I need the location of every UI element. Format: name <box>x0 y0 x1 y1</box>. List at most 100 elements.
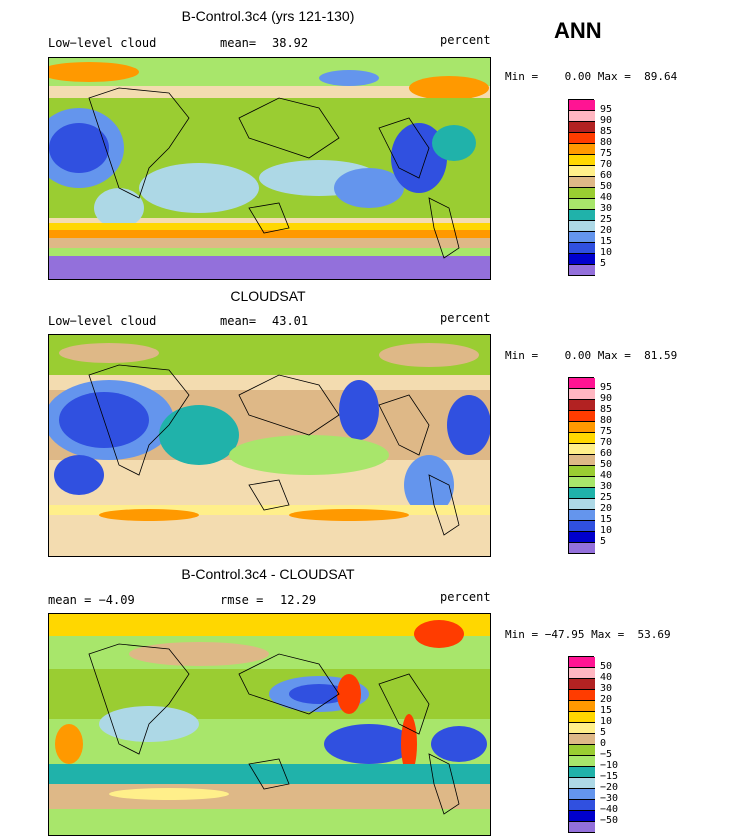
colorbar-level-label: 40 <box>600 470 613 481</box>
colorbar-level-label: 80 <box>600 137 613 148</box>
colorbar-level-label: 60 <box>600 170 613 181</box>
panel-3-colorbar-labels: 50 40 30 20 15 10 5 0 −5 −10 −15 −20 −30… <box>600 661 618 826</box>
colorbar-level-label: 60 <box>600 448 613 459</box>
panel-3-colorbar-swatch <box>569 668 595 679</box>
panel-1-colorbar-swatch <box>569 100 595 111</box>
panel-3-colorbar-swatch <box>569 822 595 833</box>
panel-1-colorbar-swatch <box>569 254 595 265</box>
panel-1-colorbar-labels: 95 90 85 80 75 70 60 50 40 30 25 20 15 1… <box>600 104 612 269</box>
colorbar-level-label: 30 <box>600 683 613 694</box>
panel-1-colorbar-swatch <box>569 199 595 210</box>
colorbar-level-label: 85 <box>600 126 613 137</box>
panel-2-colorbar-swatch <box>569 521 595 532</box>
panel-3-colorbar-swatch <box>569 723 595 734</box>
panel-3-colorbar-swatch <box>569 701 595 712</box>
panel-3-colorbar-swatch <box>569 756 595 767</box>
colorbar-level-label: 90 <box>600 115 613 126</box>
panel-1-colorbar-swatch <box>569 177 595 188</box>
colorbar-level-label: −40 <box>600 804 619 815</box>
colorbar-level-label: 85 <box>600 404 613 415</box>
panel-1-colorbar-swatch <box>569 221 595 232</box>
panel-3-colorbar-swatch <box>569 800 595 811</box>
panel-1-colorbar-swatch <box>569 133 595 144</box>
panel-1-colorbar-swatch <box>569 144 595 155</box>
panel-2-colorbar-swatch <box>569 411 595 422</box>
colorbar-level-label: −5 <box>600 749 613 760</box>
panel-2-colorbar-swatch <box>569 532 595 543</box>
panel-1-variable-label: Low−level cloud <box>48 36 157 50</box>
season-label: ANN <box>554 18 602 43</box>
colorbar-level-label: 40 <box>600 192 613 203</box>
panel-1-colorbar-swatch <box>569 155 595 166</box>
colorbar-level-label: 10 <box>600 525 613 536</box>
colorbar-level-label: 90 <box>600 393 613 404</box>
panel-3-map-svg <box>49 614 490 835</box>
colorbar-level-label: −15 <box>600 771 619 782</box>
colorbar-level-label: 15 <box>600 236 613 247</box>
panel-2-minmax: Min = 0.00 Max = 81.59 <box>505 349 678 362</box>
colorbar-level-label: −20 <box>600 782 619 793</box>
colorbar-level-label: −10 <box>600 760 619 771</box>
panel-2-colorbar-swatch <box>569 444 595 455</box>
panel-2-variable-label: Low−level cloud <box>48 314 157 328</box>
panel-2-colorbar-swatch <box>569 378 595 389</box>
colorbar-level-label: 20 <box>600 694 613 705</box>
panel-1-map <box>48 57 491 280</box>
colorbar-level-label: 20 <box>600 503 613 514</box>
panel-3-colorbar-swatch <box>569 745 595 756</box>
colorbar-level-label: −30 <box>600 793 619 804</box>
panel-2-colorbar-swatch <box>569 389 595 400</box>
colorbar-level-label: 25 <box>600 492 613 503</box>
colorbar-level-label: 10 <box>600 247 613 258</box>
colorbar-level-label: 5 <box>600 536 607 547</box>
panel-2-stat-value: 43.01 <box>272 314 309 328</box>
colorbar-level-label: 75 <box>600 148 613 159</box>
panel-1-colorbar-swatch <box>569 243 595 254</box>
panel-1-colorbar <box>568 99 595 276</box>
panel-2-colorbar-swatch <box>569 422 595 433</box>
panel-3-stat-label: rmse = <box>220 593 264 607</box>
colorbar-level-label: 80 <box>600 415 613 426</box>
panel-3-colorbar <box>568 656 595 833</box>
panel-2-colorbar-swatch <box>569 488 595 499</box>
colorbar-level-label: 10 <box>600 716 613 727</box>
panel-3-colorbar-swatch <box>569 811 595 822</box>
panel-1-colorbar-swatch <box>569 210 595 221</box>
panel-3-minmax: Min = −47.95 Max = 53.69 <box>505 628 671 641</box>
panel-2-colorbar-swatch <box>569 400 595 411</box>
panel-3-stat-value: 12.29 <box>280 593 317 607</box>
colorbar-level-label: 70 <box>600 437 613 448</box>
panel-2-colorbar-swatch <box>569 477 595 488</box>
panel-1-colorbar-swatch <box>569 122 595 133</box>
panel-3-units: percent <box>440 590 491 604</box>
panel-1-colorbar-swatch <box>569 232 595 243</box>
colorbar-level-label: 50 <box>600 661 613 672</box>
colorbar-level-label: 5 <box>600 727 607 738</box>
panel-1-minmax: Min = 0.00 Max = 89.64 <box>505 70 678 83</box>
panel-1-stat-label: mean= <box>220 36 257 50</box>
panel-3-title: B-Control.3c4 - CLOUDSAT <box>181 566 355 582</box>
panel-2-title: CLOUDSAT <box>230 288 306 304</box>
panel-1-colorbar-swatch <box>569 265 595 276</box>
panel-1-map-svg <box>49 58 490 279</box>
panel-2-colorbar-labels: 95 90 85 80 75 70 60 50 40 30 25 20 15 1… <box>600 382 612 547</box>
panel-3-colorbar-swatch <box>569 778 595 789</box>
panel-1-colorbar-swatch <box>569 188 595 199</box>
panel-3-colorbar-swatch <box>569 767 595 778</box>
colorbar-level-label: 30 <box>600 203 613 214</box>
panel-2-stat-label: mean= <box>220 314 257 328</box>
panel-1-colorbar-swatch <box>569 111 595 122</box>
panel-1-stat-value: 38.92 <box>272 36 309 50</box>
colorbar-level-label: 30 <box>600 481 613 492</box>
colorbar-level-label: 25 <box>600 214 613 225</box>
colorbar-level-label: 70 <box>600 159 613 170</box>
panel-2-map <box>48 334 491 557</box>
panel-2-map-svg <box>49 335 490 556</box>
panel-1-colorbar-swatch <box>569 166 595 177</box>
panel-2-colorbar-swatch <box>569 543 595 554</box>
panel-3-colorbar-swatch <box>569 679 595 690</box>
colorbar-level-label: −50 <box>600 815 619 826</box>
colorbar-level-label: 20 <box>600 225 613 236</box>
colorbar-level-label: 50 <box>600 181 613 192</box>
colorbar-level-label: 0 <box>600 738 607 749</box>
